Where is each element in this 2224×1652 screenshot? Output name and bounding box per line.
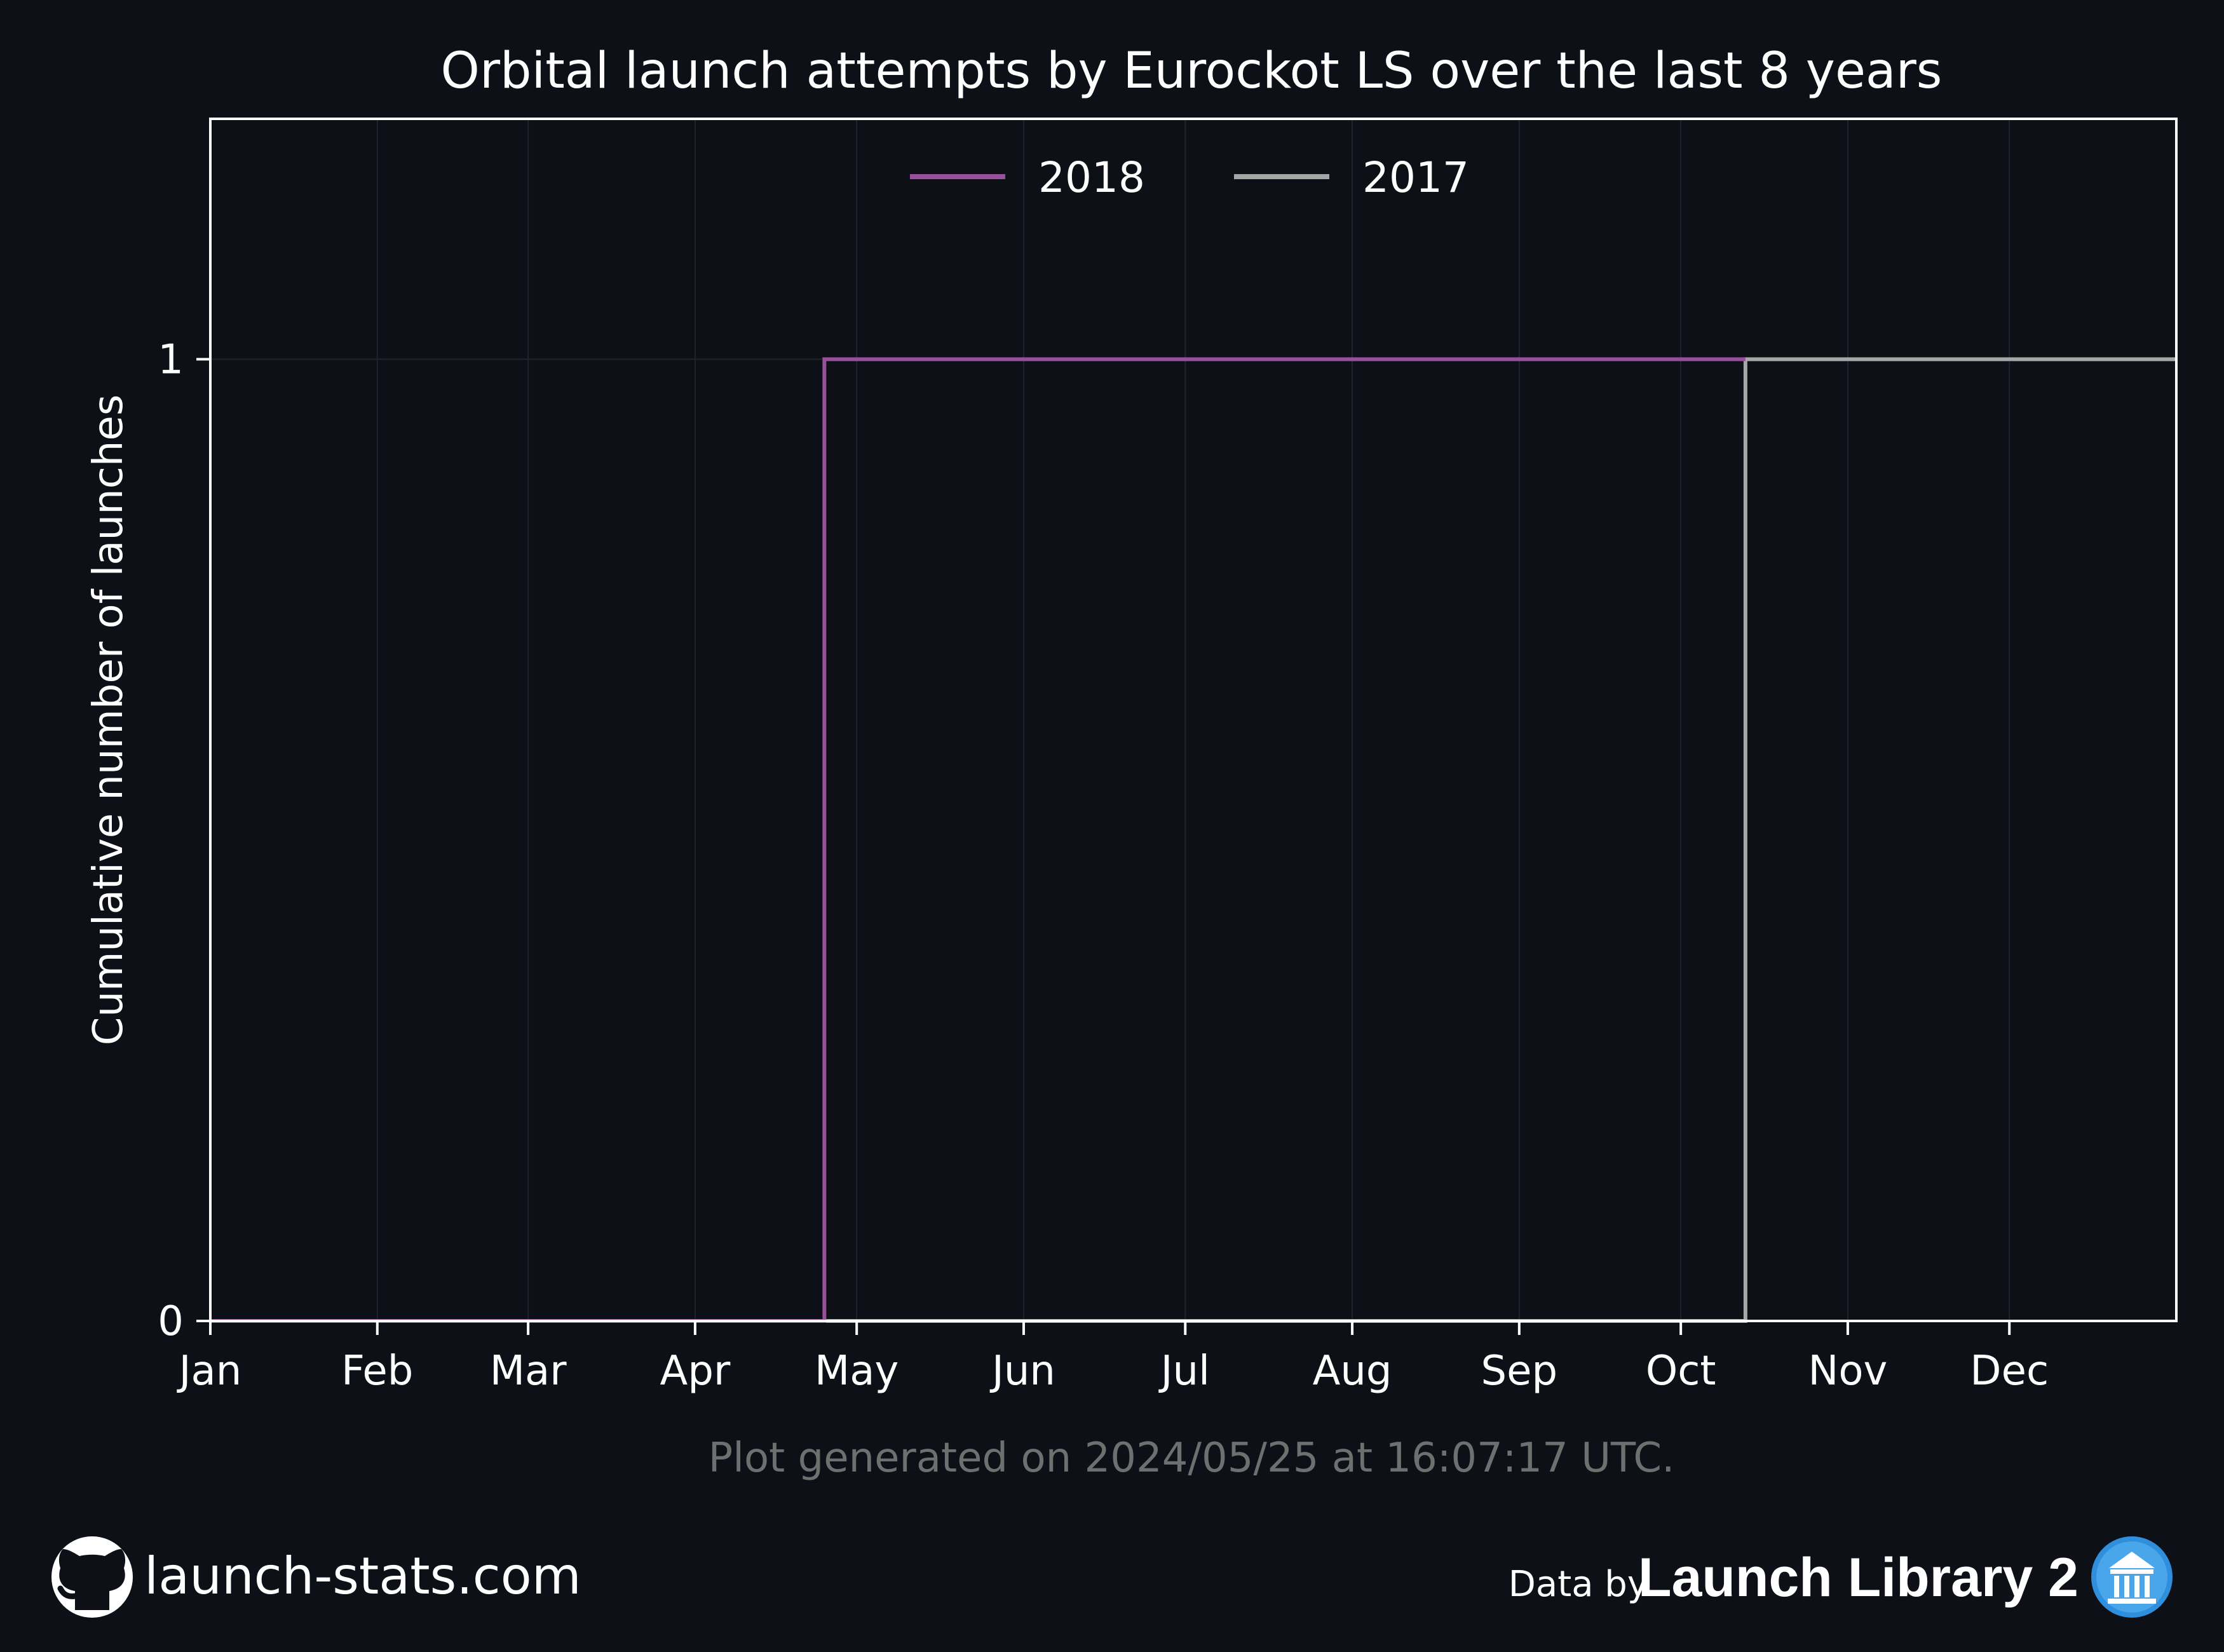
site-link[interactable]: launch-stats.com xyxy=(144,1547,581,1606)
x-tick-label: Dec xyxy=(1970,1348,2049,1395)
grid xyxy=(210,119,2176,1322)
x-tick-label: May xyxy=(815,1348,898,1395)
x-tick-label: Jul xyxy=(1158,1348,1210,1395)
x-tick-label: Nov xyxy=(1808,1348,1887,1395)
legend-label: 2018 xyxy=(1038,153,1145,202)
x-tick-label: Sep xyxy=(1481,1348,1558,1395)
x-tick-label: Jan xyxy=(177,1348,242,1395)
launch-library-icon xyxy=(2091,1536,2173,1618)
x-axis: Jan Feb Mar Apr May Jun Jul Aug Sep Oct Nov Dec xyxy=(177,1321,2049,1395)
x-tick-label: Mar xyxy=(490,1348,567,1395)
plot-frame xyxy=(209,118,2178,1322)
y-tick-label: 0 xyxy=(158,1298,184,1345)
legend: 2018 2017 xyxy=(910,153,1469,202)
data-by-label: Data by xyxy=(1509,1564,1648,1605)
data-source-name[interactable]: Launch Library 2 xyxy=(1638,1547,2078,1608)
chart-title: Orbital launch attempts by Eurockot LS o… xyxy=(441,43,1943,100)
series-layer xyxy=(210,357,2176,1323)
legend-item-2017: 2017 xyxy=(1234,153,1469,202)
x-tick-label: Jun xyxy=(989,1348,1055,1395)
series-2017-line xyxy=(210,357,2176,1323)
generated-note: Plot generated on 2024/05/25 at 16:07:17… xyxy=(709,1435,1675,1482)
x-tick-label: Apr xyxy=(660,1348,731,1395)
series-2018-line xyxy=(210,357,1746,1323)
legend-label: 2017 xyxy=(1362,153,1469,202)
x-tick-label: Oct xyxy=(1646,1348,1716,1395)
legend-item-2018: 2018 xyxy=(910,153,1145,202)
y-tick-label: 1 xyxy=(158,336,184,383)
y-axis: 01 xyxy=(158,336,210,1345)
y-axis-label: Cumulative number of launches xyxy=(85,395,132,1045)
x-tick-label: Feb xyxy=(341,1348,413,1395)
github-icon xyxy=(51,1536,133,1618)
x-tick-label: Aug xyxy=(1313,1348,1392,1395)
